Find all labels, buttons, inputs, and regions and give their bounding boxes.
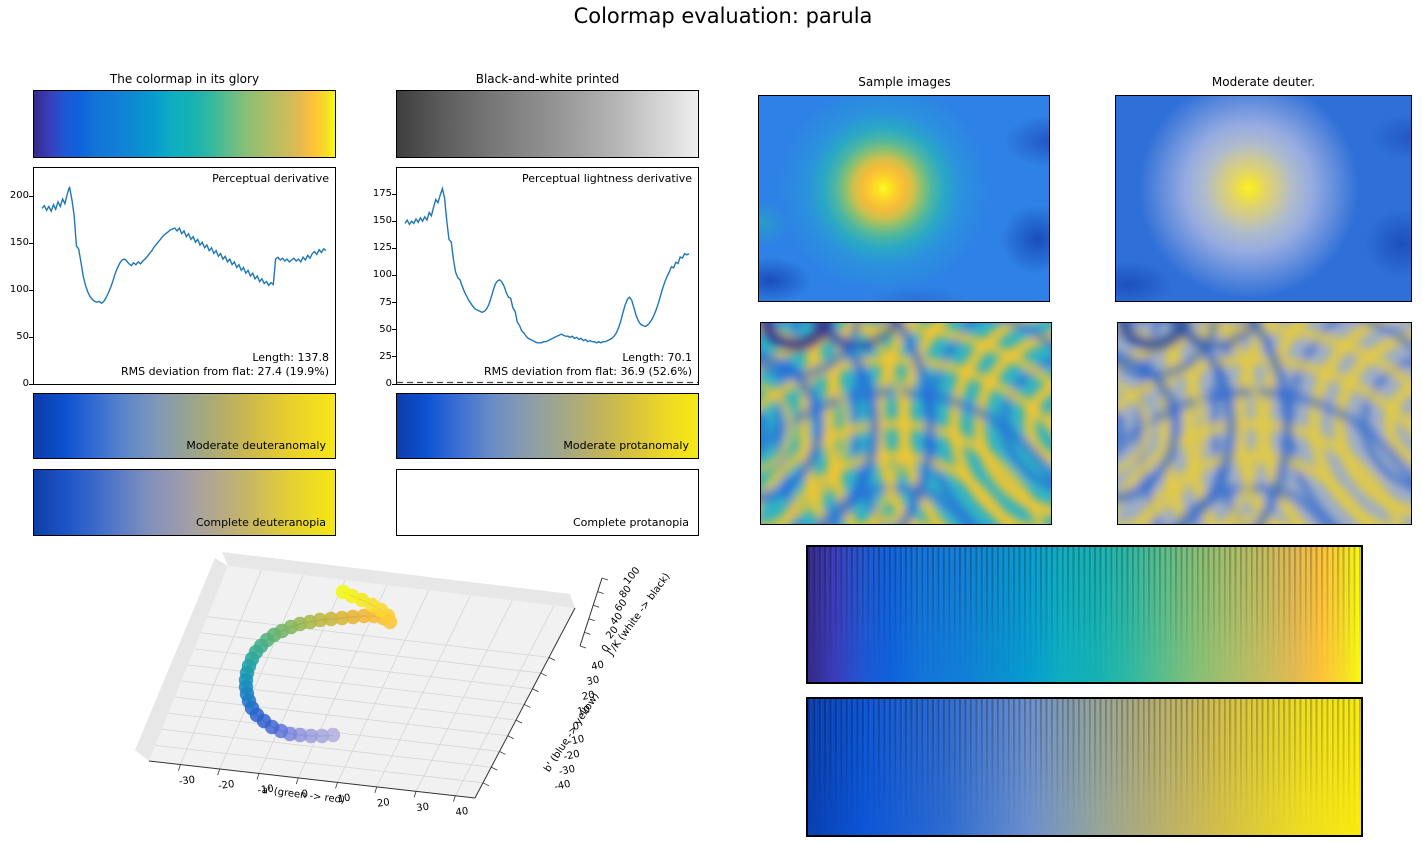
y-tick-label-3d: -10 [567, 734, 585, 748]
plot-stats: Length: 137.8 RMS deviation from flat: 2… [120, 351, 329, 378]
colormap-bar-grayscale [396, 90, 699, 158]
y-tick-label: 100 [9, 284, 29, 296]
sine-contrast-strip-deuter [806, 697, 1363, 837]
panel-title-bw: Black-and-white printed [475, 72, 620, 86]
plot-stats: Length: 70.1 RMS deviation from flat: 36… [483, 351, 692, 378]
sample-waves-image [557, 130, 1362, 843]
plot-label: Perceptual lightness derivative [522, 172, 692, 185]
lightness-derivative-line [397, 186, 698, 384]
y-tick-mark [29, 242, 33, 244]
waves-pattern [557, 130, 1362, 843]
y-tick-mark [29, 336, 33, 338]
lightness-derivative-plot: 0 25 50 75 100 125 150 175 Perceptual lightness… [373, 167, 699, 389]
sine-contrast-strip-parula [806, 545, 1363, 684]
y-tick-label: 150 [9, 237, 29, 249]
cvd-bar-moderate-protanomaly: Moderate protanomaly [396, 393, 699, 459]
y-tick-label-3d: 20 [581, 690, 596, 703]
sample-terrain-image [758, 95, 1050, 302]
y-tick-mark [29, 289, 33, 291]
cvd-bar-complete-protanopia: Complete protanopia [396, 469, 699, 536]
contrast-stripes-overlay [808, 547, 1361, 682]
y-tick-label: 125 [372, 242, 392, 254]
deuter-waves-image [913, 130, 1422, 843]
y-tick-label-3d: -40 [553, 779, 571, 793]
y-tick-mark [392, 220, 396, 222]
cvd-bar-label: Complete deuteranopia [195, 516, 326, 529]
z-tick-label-3d: 0 [600, 643, 613, 655]
y-tick-label: 50 [379, 323, 392, 335]
y-tick-label: 50 [16, 331, 29, 343]
perceptual-derivative-line [41, 186, 327, 305]
y-tick-label: 200 [9, 190, 29, 202]
panel-title-deuter: Moderate deuter. [1211, 75, 1316, 89]
panel-title-glory: The colormap in its glory [109, 72, 260, 86]
colormap-bar-glory [33, 90, 336, 158]
y-tick-label-3d: 10 [576, 705, 591, 718]
cvd-bar-complete-deuteranopia: Complete deuteranopia [33, 469, 336, 536]
y-tick-label: 175 [372, 188, 392, 200]
y-tick-mark [392, 247, 396, 249]
y-tick-label-3d: 40 [590, 660, 605, 673]
colormap-3d-path-plot: -30 -20 -10 0 10 20 30 40-40-30-20-100102030400… [135, 552, 673, 819]
z-tick-label-3d: 100 [622, 565, 643, 587]
y-tick-label-3d: -20 [563, 749, 581, 763]
y-tick-label-3d: 0 [572, 721, 581, 733]
x-tick-label-3d: 0 [301, 789, 309, 801]
y-tick-mark [392, 274, 396, 276]
y-axis-label-3d: b' (blue -> yellow) [542, 691, 601, 774]
x-tick-label-3d: 40 [455, 806, 469, 819]
y-tick-label: 0 [22, 378, 29, 389]
y-tick-mark [392, 383, 396, 385]
x-tick-label-3d: 30 [416, 802, 430, 815]
y-tick-label: 150 [372, 215, 392, 227]
contrast-stripes-overlay [808, 699, 1361, 835]
y-tick-label: 75 [379, 296, 392, 308]
y-tick-label: 25 [379, 350, 392, 362]
x-tick-label-3d: 20 [376, 797, 390, 810]
waves-pattern [913, 130, 1422, 843]
colormap-path-markers [238, 584, 398, 744]
x-tick-label-3d: -20 [217, 779, 235, 792]
figure-title: Colormap evaluation: parula [573, 4, 873, 28]
y-tick-label: 100 [372, 269, 392, 281]
y-tick-mark [392, 356, 396, 358]
panel-title-samples: Sample images [858, 75, 951, 89]
cvd-bar-moderate-deuteranomaly: Moderate deuteranomaly [33, 393, 336, 459]
y-tick-mark [392, 193, 396, 195]
x-tick-label-3d: 10 [337, 793, 351, 806]
y-tick-mark [29, 195, 33, 197]
y-tick-label-3d: -30 [558, 764, 576, 778]
deuter-terrain-image [1115, 95, 1412, 302]
plot-label: Perceptual derivative [212, 172, 329, 185]
cvd-bar-label: Moderate protanomaly [563, 439, 689, 452]
cvd-bar-label: Complete protanopia [572, 516, 689, 529]
cvd-bar-label: Moderate deuteranomaly [186, 439, 326, 452]
y-tick-mark [29, 383, 33, 385]
y-tick-label: 0 [385, 378, 392, 389]
y-tick-label-3d: 30 [586, 675, 601, 688]
y-tick-mark [392, 329, 396, 331]
x-tick-label-3d: -30 [178, 775, 196, 788]
x-tick-label-3d: -10 [257, 783, 275, 796]
y-tick-mark [392, 302, 396, 304]
perceptual-derivative-plot: 0 50 100 150 200 Perceptual derivative Lengt… [10, 167, 336, 389]
